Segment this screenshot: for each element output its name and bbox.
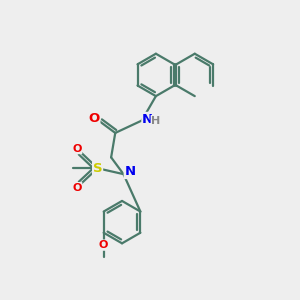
Text: N: N bbox=[142, 112, 153, 126]
Text: S: S bbox=[93, 162, 102, 175]
Text: O: O bbox=[72, 143, 82, 154]
Text: O: O bbox=[99, 240, 108, 250]
Text: H: H bbox=[151, 116, 160, 126]
Text: N: N bbox=[124, 165, 136, 178]
Text: O: O bbox=[72, 183, 82, 193]
Text: O: O bbox=[88, 112, 100, 125]
